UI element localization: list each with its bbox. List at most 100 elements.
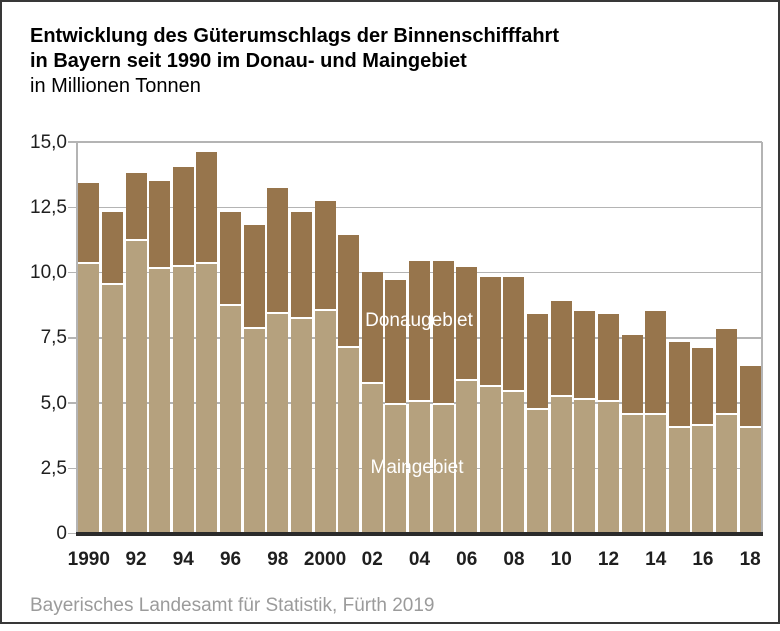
bar-2007-donaugebiet-segment — [479, 275, 501, 385]
bar-2004-maingebiet-segment — [408, 400, 430, 534]
bar-1994 — [172, 165, 194, 534]
y-axis-tick-0 — [68, 532, 77, 535]
bar-2008-donaugebiet-segment — [503, 275, 525, 390]
bar-2013 — [621, 332, 643, 534]
chart-title-line1: Entwicklung des Güterumschlags der Binne… — [30, 25, 559, 47]
series-label-donaugebiet: Donaugebiet — [365, 310, 473, 331]
bar-1997-donaugebiet-segment — [243, 222, 265, 328]
bar-2005-donaugebiet-segment — [432, 259, 454, 403]
chart-subtitle-unit: in Millionen Tonnen — [30, 75, 201, 97]
bar-2015-maingebiet-segment — [668, 426, 690, 534]
bar-1992-donaugebiet-segment — [125, 170, 147, 239]
bar-2005-maingebiet-segment — [432, 402, 454, 534]
bar-2017-maingebiet-segment — [716, 413, 738, 534]
x-axis-label-10: 10 — [550, 549, 572, 570]
bar-2000-donaugebiet-segment — [314, 199, 336, 310]
bar-1997 — [243, 222, 265, 534]
bar-2018 — [739, 363, 761, 534]
bar-2007 — [479, 275, 501, 534]
y-axis-label-12,5: 12,5 — [30, 196, 67, 218]
bar-2016-maingebiet-segment — [692, 423, 714, 534]
x-axis-label-16: 16 — [692, 549, 714, 570]
chart-header: Entwicklung des Güterumschlags der Binne… — [30, 24, 750, 99]
bar-1991-maingebiet-segment — [101, 282, 123, 534]
bar-1995-maingebiet-segment — [196, 262, 218, 534]
bar-2015 — [668, 340, 690, 534]
series-label-maingebiet: Maingebiet — [370, 457, 464, 478]
x-axis-label-02: 02 — [361, 549, 383, 570]
bar-2012-maingebiet-segment — [597, 400, 619, 534]
source-attribution: Bayerisches Landesamt für Statistik, Für… — [30, 595, 435, 616]
x-axis-label-98: 98 — [267, 549, 289, 570]
bar-2013-maingebiet-segment — [621, 413, 643, 534]
bar-1990 — [78, 181, 100, 534]
bar-2017-donaugebiet-segment — [716, 327, 738, 414]
bar-2003 — [385, 277, 407, 534]
bar-2009-maingebiet-segment — [527, 408, 549, 534]
bar-2010 — [550, 298, 572, 534]
bar-2018-maingebiet-segment — [739, 426, 761, 534]
x-axis-label-18: 18 — [739, 549, 761, 570]
bar-2011 — [574, 309, 596, 534]
bar-2002-donaugebiet-segment — [361, 269, 383, 383]
bar-2004 — [408, 259, 430, 534]
x-axis-label-96: 96 — [219, 549, 242, 570]
bar-2014-donaugebiet-segment — [645, 309, 667, 414]
x-axis-label-12: 12 — [597, 549, 620, 570]
bar-2006-donaugebiet-segment — [456, 264, 478, 380]
bar-1999 — [290, 209, 312, 534]
bar-2016 — [692, 345, 714, 534]
y-axis-tick-10,0 — [68, 271, 77, 274]
bar-1993-donaugebiet-segment — [149, 178, 171, 268]
bar-2007-maingebiet-segment — [479, 384, 501, 534]
bar-1996 — [220, 209, 242, 534]
x-axis-baseline — [76, 532, 763, 536]
x-axis-label-92: 92 — [125, 549, 147, 570]
x-axis-label-94: 94 — [172, 549, 194, 570]
y-axis-tick-12,5 — [68, 206, 77, 208]
bar-1993-maingebiet-segment — [149, 267, 171, 534]
plot-right-border — [761, 142, 763, 534]
bar-2010-maingebiet-segment — [550, 395, 572, 534]
x-axis-label-08: 08 — [503, 549, 525, 570]
bar-2016-donaugebiet-segment — [692, 345, 714, 424]
bar-1997-maingebiet-segment — [243, 327, 265, 534]
y-axis-label-15,0: 15,0 — [30, 131, 67, 153]
y-axis-tick-2,5 — [68, 467, 77, 469]
gridline-12,5 — [77, 206, 762, 208]
bar-2015-donaugebiet-segment — [668, 340, 690, 427]
bar-2005 — [432, 259, 454, 534]
bar-2002-maingebiet-segment — [361, 382, 383, 534]
bar-2013-donaugebiet-segment — [621, 332, 643, 414]
bar-2008 — [503, 275, 525, 534]
bar-2012-donaugebiet-segment — [597, 311, 619, 401]
bar-1996-maingebiet-segment — [220, 303, 242, 534]
bar-2010-donaugebiet-segment — [550, 298, 572, 396]
y-axis-tick-5,0 — [68, 402, 77, 404]
bar-2014 — [645, 309, 667, 534]
x-axis-label-06: 06 — [456, 549, 478, 570]
y-axis-tick-7,5 — [68, 337, 77, 339]
bar-1991-donaugebiet-segment — [101, 209, 123, 283]
bar-1995-donaugebiet-segment — [196, 149, 218, 263]
bar-2018-donaugebiet-segment — [739, 363, 761, 427]
bar-2000 — [314, 199, 336, 534]
bar-1998-maingebiet-segment — [267, 311, 289, 534]
bar-2012 — [597, 311, 619, 534]
bar-2001-maingebiet-segment — [338, 345, 360, 534]
y-axis-label-0: 0 — [56, 523, 67, 544]
bar-1992 — [125, 170, 147, 534]
bar-1998 — [267, 186, 289, 534]
bar-2006-maingebiet-segment — [456, 379, 478, 534]
bar-2001 — [338, 233, 360, 534]
bar-1998-donaugebiet-segment — [267, 186, 289, 312]
bar-2006 — [456, 264, 478, 534]
x-axis-label-1990: 1990 — [67, 549, 110, 570]
y-axis-line — [76, 142, 78, 534]
bar-2011-maingebiet-segment — [574, 397, 596, 534]
bar-2011-donaugebiet-segment — [574, 309, 596, 398]
bar-2003-maingebiet-segment — [385, 402, 407, 534]
bar-2017 — [716, 327, 738, 534]
